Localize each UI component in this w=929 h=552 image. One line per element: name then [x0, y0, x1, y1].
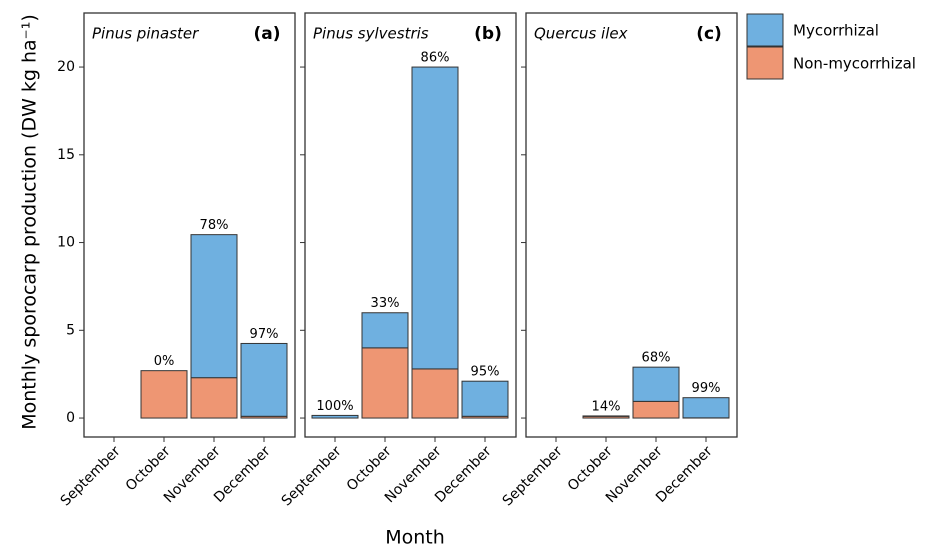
panel-title: Quercus ilex — [534, 25, 628, 43]
percent-label: 97% — [250, 327, 279, 342]
x-tick-label: September — [279, 443, 345, 509]
bar-segment — [411, 66, 459, 370]
bar-segment — [682, 397, 730, 419]
bar-segment — [632, 400, 680, 419]
percent-label: 95% — [471, 365, 500, 380]
x-tick-label: October — [344, 443, 395, 494]
x-axis-title: Month — [385, 527, 445, 549]
panel-frame — [304, 12, 517, 438]
bar-segment — [411, 368, 459, 419]
percent-label: 68% — [642, 351, 671, 366]
bar-segment — [361, 312, 409, 349]
y-tick-label: 5 — [66, 322, 75, 338]
x-tick-label: October — [123, 443, 174, 494]
percent-label: 33% — [371, 296, 400, 311]
bar-segment — [632, 366, 680, 402]
panel-label: (a) — [253, 24, 280, 44]
percent-label: 99% — [692, 381, 721, 396]
bar-segment — [311, 414, 359, 419]
bar-segment — [190, 377, 238, 419]
x-tick-label: October — [565, 443, 616, 494]
percent-label: 14% — [592, 399, 621, 414]
bar-segment — [461, 380, 509, 417]
x-tick-label: September — [58, 443, 124, 509]
panel-label: (c) — [696, 24, 722, 44]
y-tick-label: 15 — [57, 147, 75, 163]
bar-segment — [140, 370, 188, 419]
panel-title: Pinus sylvestris — [313, 25, 429, 43]
percent-label: 86% — [421, 51, 450, 66]
y-tick-label: 0 — [66, 410, 75, 426]
panel-title: Pinus pinaster — [92, 25, 199, 43]
y-tick-label: 20 — [57, 59, 75, 75]
percent-label: 100% — [316, 399, 353, 414]
bar-segment — [190, 234, 238, 379]
legend-key — [746, 13, 784, 47]
bar-segment — [361, 347, 409, 419]
y-axis-title: Monthly sporocarp production (DW kg ha⁻¹… — [19, 14, 41, 430]
bar-segment — [240, 342, 288, 417]
y-tick-label: 10 — [57, 235, 75, 251]
panel-frame — [525, 12, 738, 438]
legend-key — [746, 46, 784, 80]
percent-label: 0% — [154, 354, 175, 369]
legend-label: Mycorrhizal — [793, 22, 879, 40]
panel-label: (b) — [474, 24, 502, 44]
percent-label: 78% — [200, 218, 229, 233]
x-tick-label: September — [500, 443, 566, 509]
panel-frame — [83, 12, 296, 438]
legend-label: Non-mycorrhizal — [793, 55, 916, 73]
